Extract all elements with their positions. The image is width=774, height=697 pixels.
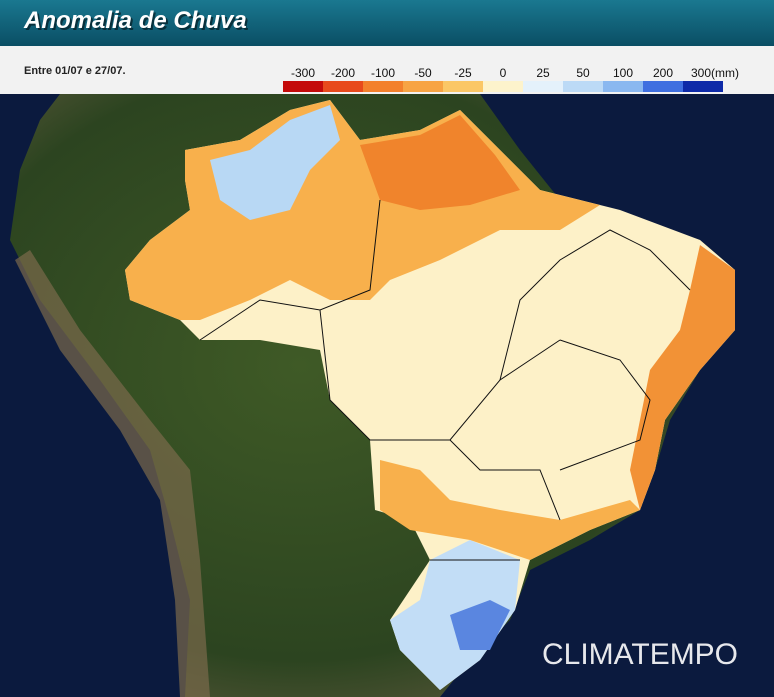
- legend-swatch: [563, 81, 603, 92]
- title: Anomalia de Chuva: [23, 7, 247, 34]
- header-bar: [0, 0, 774, 46]
- legend-swatch: [363, 81, 403, 92]
- border: [449, 439, 561, 521]
- legend-label: -200: [331, 66, 355, 80]
- state-borders: [199, 199, 691, 561]
- deficit-north-strong: [360, 115, 520, 210]
- legend-swatch: [403, 81, 443, 92]
- legend-label: 0: [500, 66, 507, 80]
- andes-relief: [15, 250, 210, 697]
- legend-label: -25: [454, 66, 472, 80]
- title-shadow: Anomalia de Chuva: [25, 9, 249, 36]
- legend: -300 -200 -100 -50 -25 0 25 50 100 200 300(mm): [283, 66, 739, 92]
- legend-swatch: [603, 81, 643, 92]
- legend-swatch: [643, 81, 683, 92]
- legend-swatch: [523, 81, 563, 92]
- legend-label: 100: [613, 66, 633, 80]
- period: Entre 01/07 e 27/07.: [24, 65, 126, 77]
- legend-swatch: [683, 81, 723, 92]
- legend-label: 200: [653, 66, 673, 80]
- legend-label: 50: [576, 66, 590, 80]
- surplus-south-strong: [450, 600, 510, 650]
- border: [559, 339, 651, 471]
- brand: CLIMATEMPO: [542, 638, 738, 671]
- deficit-northeast: [630, 245, 735, 510]
- border: [499, 229, 691, 381]
- legend-label: -100: [371, 66, 395, 80]
- legend-swatch: [483, 81, 523, 92]
- legend-swatch: [323, 81, 363, 92]
- deficit-southeast: [380, 460, 640, 560]
- legend-label: -300: [291, 66, 315, 80]
- border: [319, 309, 561, 441]
- legend-label: -50: [414, 66, 432, 80]
- surplus-amazon: [210, 105, 340, 220]
- legend-swatch: [283, 81, 323, 92]
- legend-label: 25: [536, 66, 550, 80]
- legend-label: 300(mm): [691, 66, 739, 80]
- legend-swatch: [443, 81, 483, 92]
